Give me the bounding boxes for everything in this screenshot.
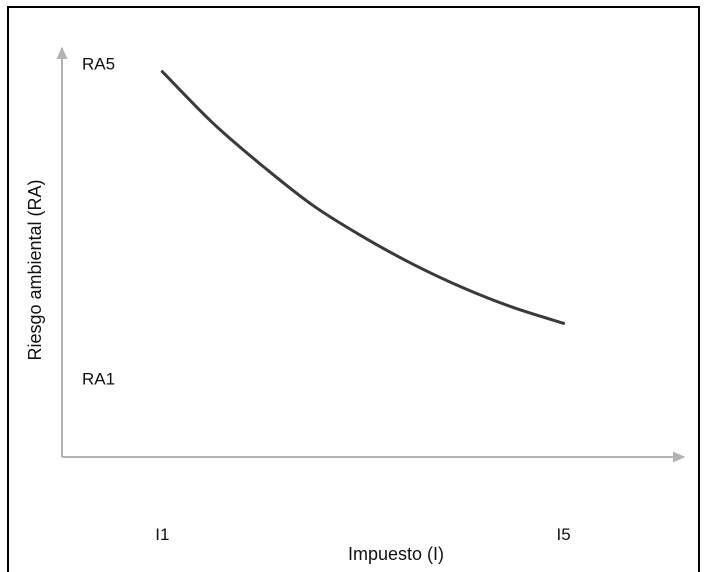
series-line-0 bbox=[160, 70, 566, 325]
y-tick-label-ra5: RA5 bbox=[82, 55, 115, 74]
chart-frame bbox=[7, 6, 700, 572]
x-tick-label-i1: I1 bbox=[155, 525, 169, 544]
x-axis-title: Impuesto (I) bbox=[348, 544, 444, 564]
x-tick-label-i5: I5 bbox=[557, 525, 571, 544]
y-tick-label-ra1: RA1 bbox=[82, 369, 115, 388]
y-axis-title: Riesgo ambiental (RA) bbox=[25, 179, 45, 360]
